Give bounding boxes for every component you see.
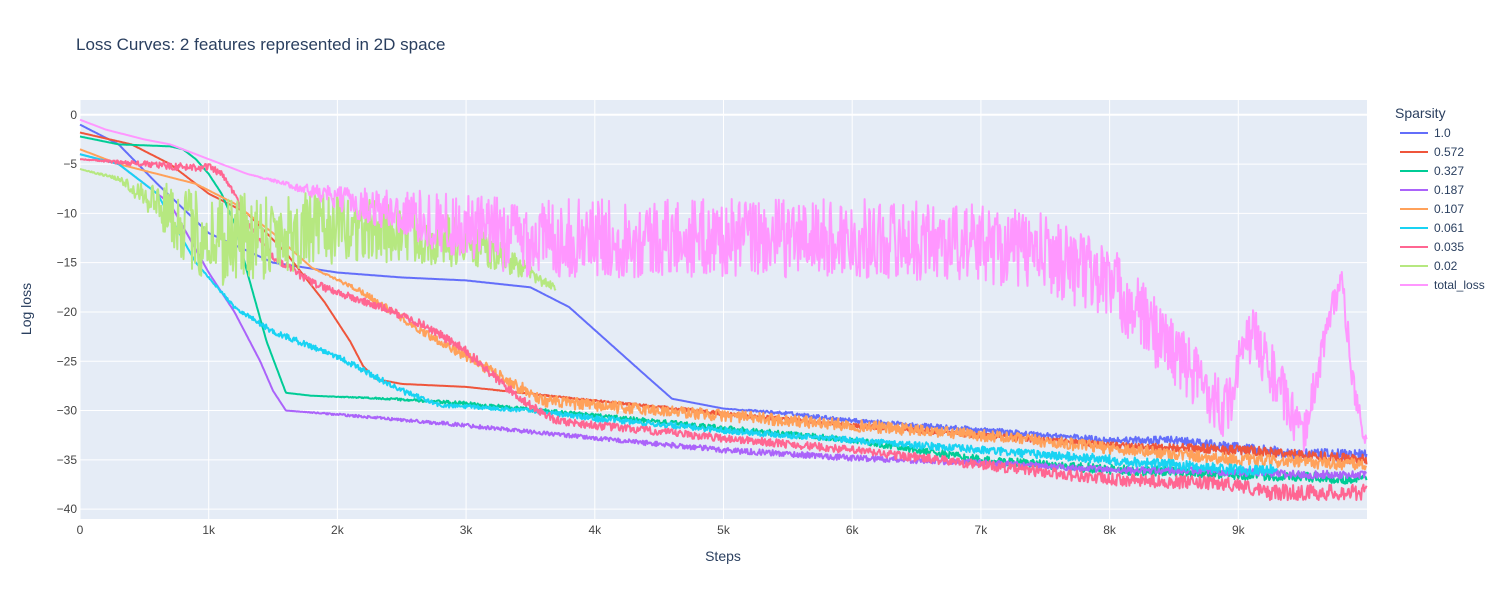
y-tick-label: 0 — [70, 108, 77, 122]
legend-label[interactable]: 0.02 — [1434, 259, 1458, 273]
x-tick-label: 3k — [460, 523, 474, 537]
x-tick-label: 6k — [846, 523, 860, 537]
x-tick-label: 7k — [975, 523, 989, 537]
legend-label[interactable]: 0.107 — [1434, 202, 1464, 216]
series-line-6 — [79, 158, 1368, 502]
series-line-7 — [79, 168, 557, 291]
legend-label[interactable]: 0.327 — [1434, 164, 1464, 178]
legend-label[interactable]: 0.061 — [1434, 221, 1464, 235]
x-axis-title: Steps — [705, 548, 741, 564]
x-tick-label: 5k — [717, 523, 731, 537]
chart-title: Loss Curves: 2 features represented in 2… — [76, 35, 445, 54]
y-tick-label: −35 — [57, 453, 78, 467]
y-tick-label: −20 — [57, 305, 78, 319]
legend-label[interactable]: 1.0 — [1434, 126, 1451, 140]
legend: Sparsity 1.0 0.572 0.327 0.187 0.107 0.061 0.0… — [1395, 105, 1485, 292]
legend-label[interactable]: 0.035 — [1434, 240, 1464, 254]
legend-label[interactable]: total_loss — [1434, 278, 1485, 292]
x-tick-label: 9k — [1232, 523, 1246, 537]
x-tick-label: 4k — [588, 523, 602, 537]
series-line-8 — [79, 118, 1368, 453]
legend-title: Sparsity — [1395, 105, 1446, 121]
x-tick-label: 1k — [202, 523, 216, 537]
y-tick-label: −25 — [57, 354, 78, 368]
series-line-5 — [79, 153, 1278, 476]
x-tick-label: 8k — [1103, 523, 1117, 537]
y-axis-title: Log loss — [18, 283, 34, 335]
y-tick-label: −30 — [57, 404, 78, 418]
series-line-3 — [79, 153, 1368, 480]
y-axis-ticks: 0 −5 −10 −15 −20 −25 −30 −35 −40 — [57, 108, 78, 516]
legend-label[interactable]: 0.187 — [1434, 183, 1464, 197]
x-tick-label: 2k — [331, 523, 345, 537]
series-line-4 — [79, 148, 1368, 471]
legend-label[interactable]: 0.572 — [1434, 145, 1464, 159]
y-tick-label: −15 — [57, 256, 78, 270]
x-axis-ticks: 0 1k 2k 3k 4k 5k 6k 7k 8k 9k — [77, 523, 1246, 537]
x-tick-label: 0 — [77, 523, 84, 537]
y-tick-label: −5 — [63, 157, 77, 171]
y-tick-label: −40 — [57, 502, 78, 516]
series-line-0 — [79, 123, 1368, 462]
series-layer — [79, 118, 1368, 502]
y-tick-label: −10 — [57, 206, 78, 220]
